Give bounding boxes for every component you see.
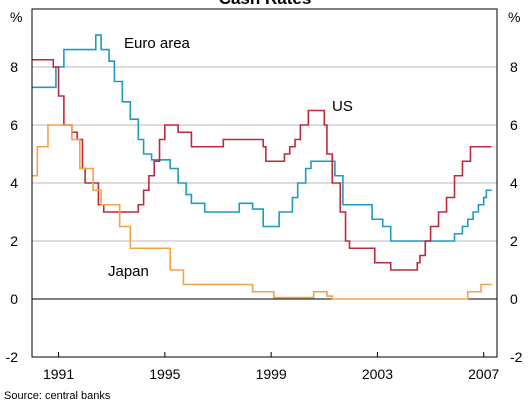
x-tick-label: 2007 xyxy=(468,366,499,382)
chart-title: Cash Rates xyxy=(219,0,312,8)
x-tick-label: 1999 xyxy=(256,366,287,382)
y-unit-right: % xyxy=(508,9,520,25)
y-tick-label: 4 xyxy=(10,175,18,191)
y-tick-label-right: 2 xyxy=(510,233,518,249)
y-tick-label-right: 4 xyxy=(510,175,518,191)
y-tick-label: 8 xyxy=(10,59,18,75)
series-label: US xyxy=(332,98,353,115)
y-tick-label: 2 xyxy=(10,233,18,249)
y-tick-label-right: 0 xyxy=(510,291,518,307)
y-tick-label: -2 xyxy=(6,349,19,365)
series-line xyxy=(32,124,492,300)
source: Source: central banks xyxy=(4,390,111,402)
y-tick-label-right: -2 xyxy=(510,349,523,365)
x-tick-label: 1995 xyxy=(149,366,180,382)
x-tick-label: 1991 xyxy=(43,366,74,382)
y-unit-left: % xyxy=(10,9,22,25)
plot-frame xyxy=(31,8,498,358)
series-label: Euro area xyxy=(124,35,191,52)
y-tick-label: 6 xyxy=(10,117,18,133)
x-tick-label: 2003 xyxy=(362,366,393,382)
y-tick-label: 0 xyxy=(10,291,18,307)
y-tick-label-right: 6 xyxy=(510,117,518,133)
series-line xyxy=(32,34,492,242)
series-line xyxy=(32,58,492,271)
y-tick-label-right: 8 xyxy=(510,59,518,75)
series-label: Japan xyxy=(108,263,149,280)
